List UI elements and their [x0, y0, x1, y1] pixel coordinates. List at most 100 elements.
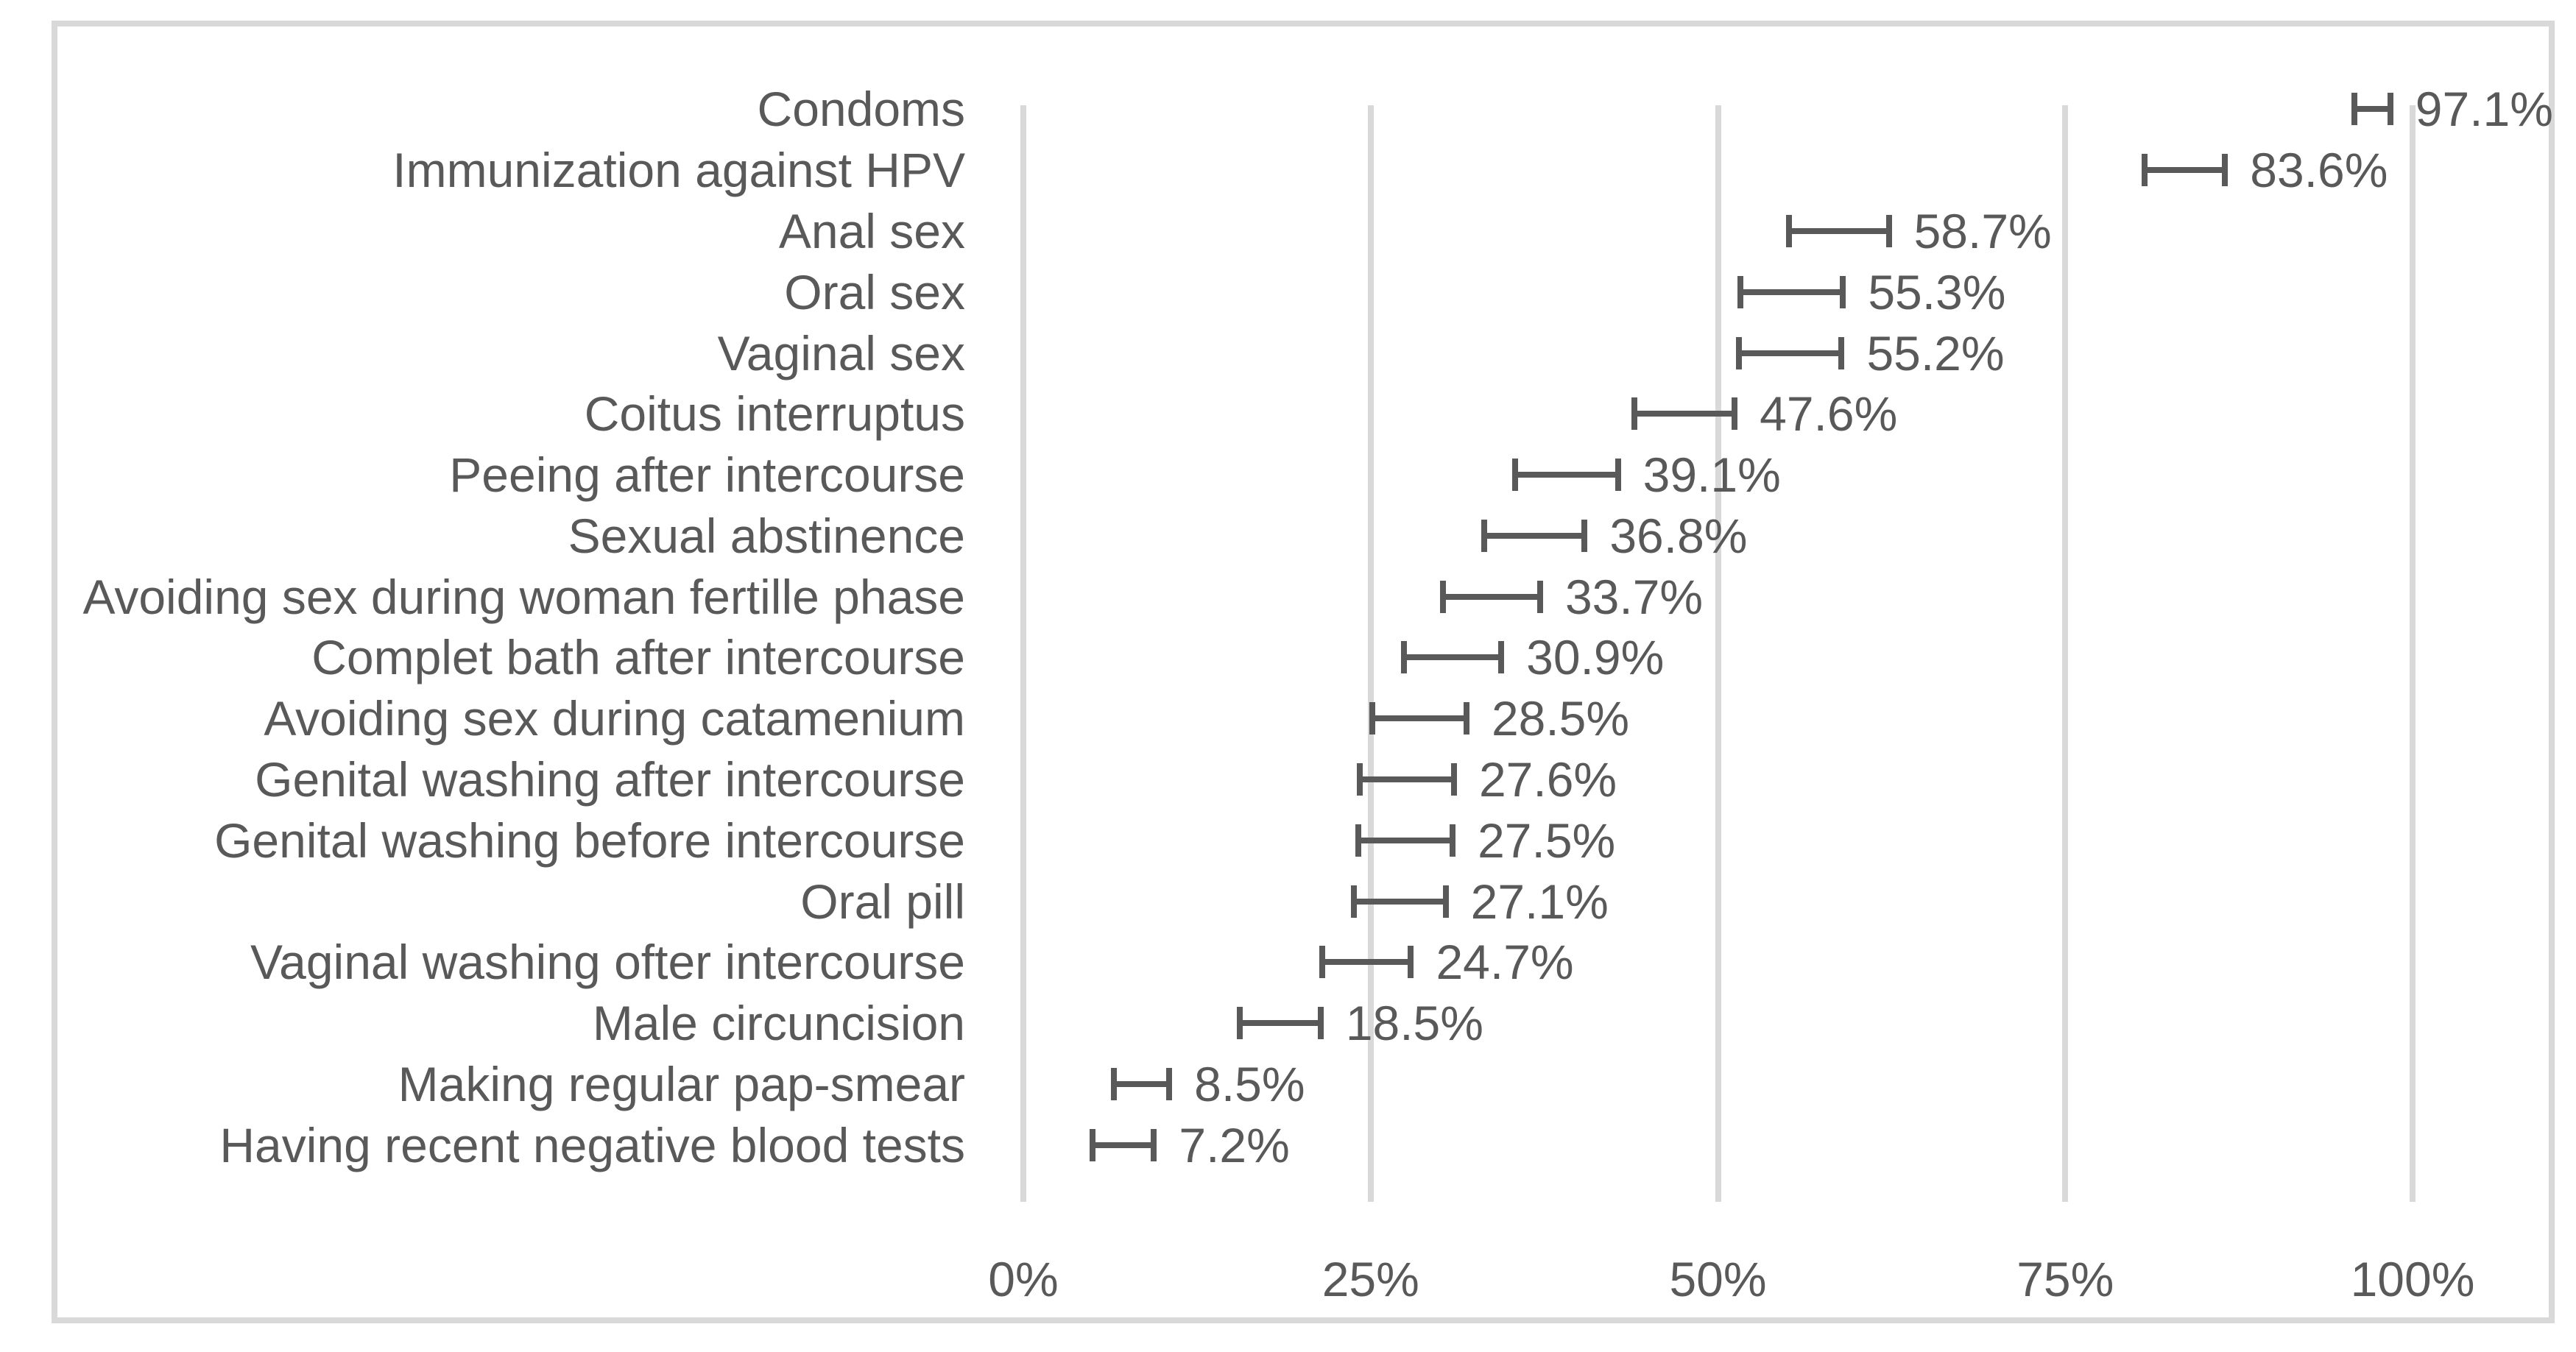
gridline-75%: [2062, 105, 2069, 1202]
error-bar-right-cap: [1151, 1128, 1157, 1161]
gridline-50%: [1715, 105, 1721, 1202]
x-axis-tick-label: 100%: [2350, 1252, 2475, 1306]
category-label: Male circuncision: [592, 996, 965, 1051]
error-bar-right-cap: [1450, 762, 1457, 796]
error-bar-left-cap: [1355, 824, 1361, 857]
value-label: 27.1%: [1470, 874, 1609, 929]
error-bar-line: [1354, 898, 1446, 905]
value-label: 8.5%: [1194, 1056, 1305, 1111]
error-bar-left-cap: [1237, 1007, 1243, 1040]
error-bar-line: [1358, 837, 1453, 843]
error-bar-right-cap: [2387, 93, 2393, 126]
value-label: 97.1%: [2415, 82, 2553, 137]
gridline-0%: [1020, 105, 1026, 1202]
value-label: 24.7%: [1436, 935, 1574, 990]
value-label: 83.6%: [2250, 143, 2388, 198]
error-bar-right-cap: [1408, 946, 1414, 979]
value-label: 55.3%: [1868, 264, 2006, 319]
error-bar-right-cap: [1838, 336, 1845, 369]
error-bar-line: [1634, 411, 1735, 417]
error-bar-left-cap: [1439, 580, 1446, 613]
error-bar-right-cap: [1317, 1007, 1324, 1040]
error-bar-left-cap: [1511, 459, 1518, 492]
category-label: Genital washing after intercourse: [255, 751, 965, 807]
error-bar-right-cap: [1498, 641, 1505, 674]
error-bar-line: [1484, 532, 1585, 539]
error-bar-left-cap: [2141, 154, 2148, 187]
error-bar-left-cap: [1369, 702, 1375, 735]
value-label: 27.5%: [1478, 813, 1616, 868]
x-axis-tick-label: 50%: [1669, 1252, 1767, 1306]
category-label: Vaginal washing ofter intercourse: [250, 935, 965, 990]
error-bar-right-cap: [2222, 154, 2229, 187]
value-label: 27.6%: [1478, 751, 1617, 807]
error-bar-line: [1738, 350, 1842, 356]
error-bar-line: [2354, 106, 2390, 113]
value-label: 58.7%: [1913, 203, 2052, 258]
error-bar-right-cap: [1581, 519, 1588, 552]
error-bar-line: [1372, 715, 1467, 722]
value-label: 47.6%: [1760, 386, 1898, 442]
error-bar-line: [1740, 289, 1843, 295]
x-axis-tick-label: 0%: [988, 1252, 1059, 1306]
error-bar-line: [1404, 654, 1502, 661]
category-label: Condoms: [757, 82, 965, 137]
category-label: Oral sex: [784, 264, 965, 319]
error-bar-left-cap: [1319, 946, 1325, 979]
category-label: Genital washing before intercourse: [214, 813, 965, 868]
error-bar-left-cap: [1356, 762, 1363, 796]
value-label: 55.2%: [1866, 325, 2005, 381]
error-bar-left-cap: [1351, 885, 1358, 918]
value-label: 18.5%: [1345, 996, 1483, 1051]
error-bar-right-cap: [1442, 885, 1449, 918]
error-bar-right-cap: [1840, 275, 1846, 308]
x-axis-tick-label: 25%: [1321, 1252, 1419, 1306]
error-bar-left-cap: [2351, 93, 2357, 126]
value-label: 28.5%: [1491, 691, 1630, 746]
error-bar-right-cap: [1885, 214, 1892, 247]
error-bar-right-cap: [1450, 824, 1456, 857]
error-bar-line: [1788, 227, 1889, 234]
gridline-25%: [1367, 105, 1374, 1202]
error-bar-line: [2144, 167, 2226, 174]
error-bar-left-cap: [1735, 336, 1742, 369]
error-bar-left-cap: [1090, 1128, 1096, 1161]
error-bar-line: [1359, 776, 1454, 782]
category-label: Sexual abstinence: [568, 508, 965, 563]
gridline-100%: [2410, 105, 2416, 1202]
error-bar-right-cap: [1166, 1067, 1173, 1100]
error-bar-line: [1093, 1142, 1154, 1148]
error-bar-right-cap: [1615, 459, 1621, 492]
error-bar-right-cap: [1732, 397, 1738, 431]
category-label: Making regular pap-smear: [398, 1056, 965, 1111]
value-label: 7.2%: [1179, 1117, 1290, 1172]
value-label: 36.8%: [1609, 508, 1748, 563]
category-label: Immunization against HPV: [392, 143, 965, 198]
error-bar-line: [1514, 472, 1618, 478]
category-label: Anal sex: [778, 203, 965, 258]
x-axis-tick-label: 75%: [2016, 1252, 2114, 1306]
error-bar-line: [1442, 593, 1540, 600]
error-bar-left-cap: [1737, 275, 1743, 308]
error-bar-left-cap: [1401, 641, 1408, 674]
chart-border: 0% 25% 50% 75% 100% Condoms 97.1% Immunization …: [52, 21, 2555, 1323]
category-label: Coitus interruptus: [584, 386, 965, 442]
value-label: 33.7%: [1564, 569, 1704, 624]
value-label: 39.1%: [1642, 447, 1781, 503]
category-label: Vaginal sex: [717, 325, 965, 381]
category-label: Complet bath after intercourse: [311, 630, 965, 685]
category-label: Avoiding sex during catamenium: [264, 691, 965, 746]
error-bar-line: [1113, 1080, 1170, 1087]
category-label: Having recent negative blood tests: [219, 1117, 965, 1172]
error-bar-right-cap: [1536, 580, 1543, 613]
category-label: Peeing after intercourse: [449, 447, 965, 503]
category-label: Avoiding sex during woman fertille phase: [82, 569, 965, 624]
error-bar-line: [1321, 959, 1411, 966]
error-bar-left-cap: [1110, 1067, 1117, 1100]
error-bar-line: [1240, 1020, 1321, 1027]
category-label: Oral pill: [800, 874, 965, 929]
error-bar-left-cap: [1631, 397, 1638, 431]
value-label: 30.9%: [1526, 630, 1665, 685]
error-bar-left-cap: [1481, 519, 1488, 552]
